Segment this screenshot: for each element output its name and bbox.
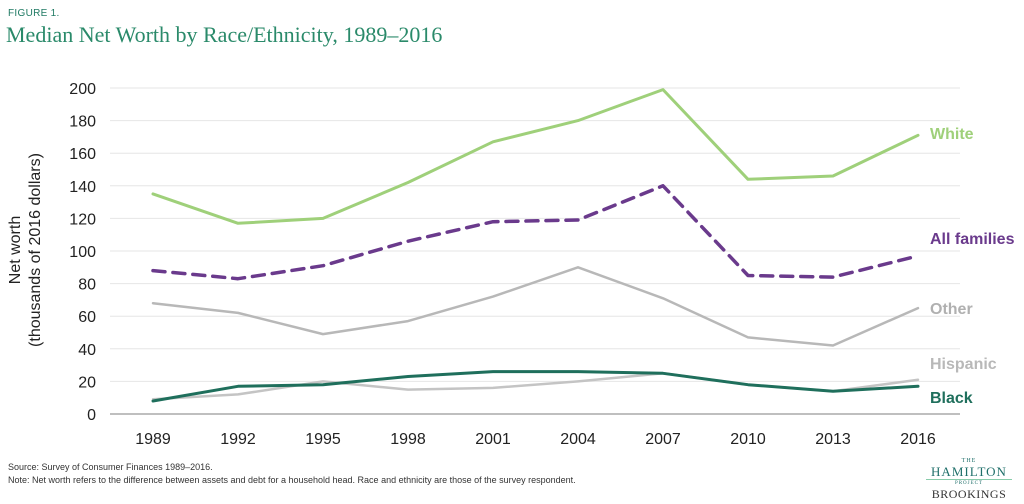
series-label-hispanic: Hispanic <box>930 356 997 373</box>
series-line-all-families <box>151 184 920 281</box>
x-tick-label: 2007 <box>645 431 681 448</box>
y-tick-label: 20 <box>78 374 96 391</box>
y-tick-label: 40 <box>78 342 96 359</box>
x-tick-label: 2004 <box>560 431 596 448</box>
x-tick-label: 1992 <box>220 431 256 448</box>
hamilton-brookings-logo: THE HAMILTON PROJECT BROOKINGS <box>926 458 1012 501</box>
y-tick-label: 120 <box>69 211 96 228</box>
y-tick-label: 200 <box>69 81 96 98</box>
x-tick-label: 2010 <box>730 431 766 448</box>
source-note: Source: Survey of Consumer Finances 1989… <box>8 462 213 472</box>
x-axis-ticks: 1989 1992 1995 1998 2001 2004 2007 2010 2013 2016 <box>135 431 936 448</box>
series-labels: White All families Other Hispanic Black <box>930 126 1015 407</box>
y-tick-label: 100 <box>69 244 96 261</box>
series-label-all-families: All families <box>930 231 1015 248</box>
y-axis-label-line2: (thousands of 2016 dollars) <box>27 153 44 347</box>
y-axis-ticks: 0 20 40 60 80 100 120 140 160 180 200 <box>69 81 96 424</box>
y-axis-label-line1: Net worth <box>7 216 24 284</box>
x-tick-label: 1995 <box>305 431 341 448</box>
definition-note: Note: Net worth refers to the difference… <box>8 475 576 485</box>
series-lines <box>151 88 920 403</box>
series-line-other <box>151 266 920 347</box>
y-tick-label: 0 <box>87 407 96 424</box>
logo-hamilton: HAMILTON <box>926 465 1012 480</box>
figure-label: FIGURE 1. <box>8 8 60 19</box>
grid-lines <box>110 87 960 415</box>
series-label-other: Other <box>930 301 973 318</box>
x-tick-label: 2001 <box>475 431 511 448</box>
x-tick-label: 1989 <box>135 431 171 448</box>
y-axis-label: Net worth (thousands of 2016 dollars) <box>7 153 44 347</box>
chart-title: Median Net Worth by Race/Ethnicity, 1989… <box>6 22 443 47</box>
y-tick-label: 180 <box>69 114 96 131</box>
y-tick-label: 60 <box>78 309 96 326</box>
series-line-black <box>151 370 920 403</box>
y-tick-label: 80 <box>78 277 96 294</box>
y-tick-label: 160 <box>69 146 96 163</box>
logo-project: PROJECT <box>954 481 984 486</box>
logo-the: THE <box>961 458 977 464</box>
series-label-black: Black <box>930 390 973 407</box>
x-tick-label: 2016 <box>900 431 936 448</box>
series-label-white: White <box>930 126 974 143</box>
x-tick-label: 1998 <box>390 431 426 448</box>
series-line-white <box>151 88 920 225</box>
x-tick-label: 2013 <box>815 431 851 448</box>
y-tick-label: 140 <box>69 179 96 196</box>
logo-brookings: BROOKINGS <box>931 487 1007 501</box>
